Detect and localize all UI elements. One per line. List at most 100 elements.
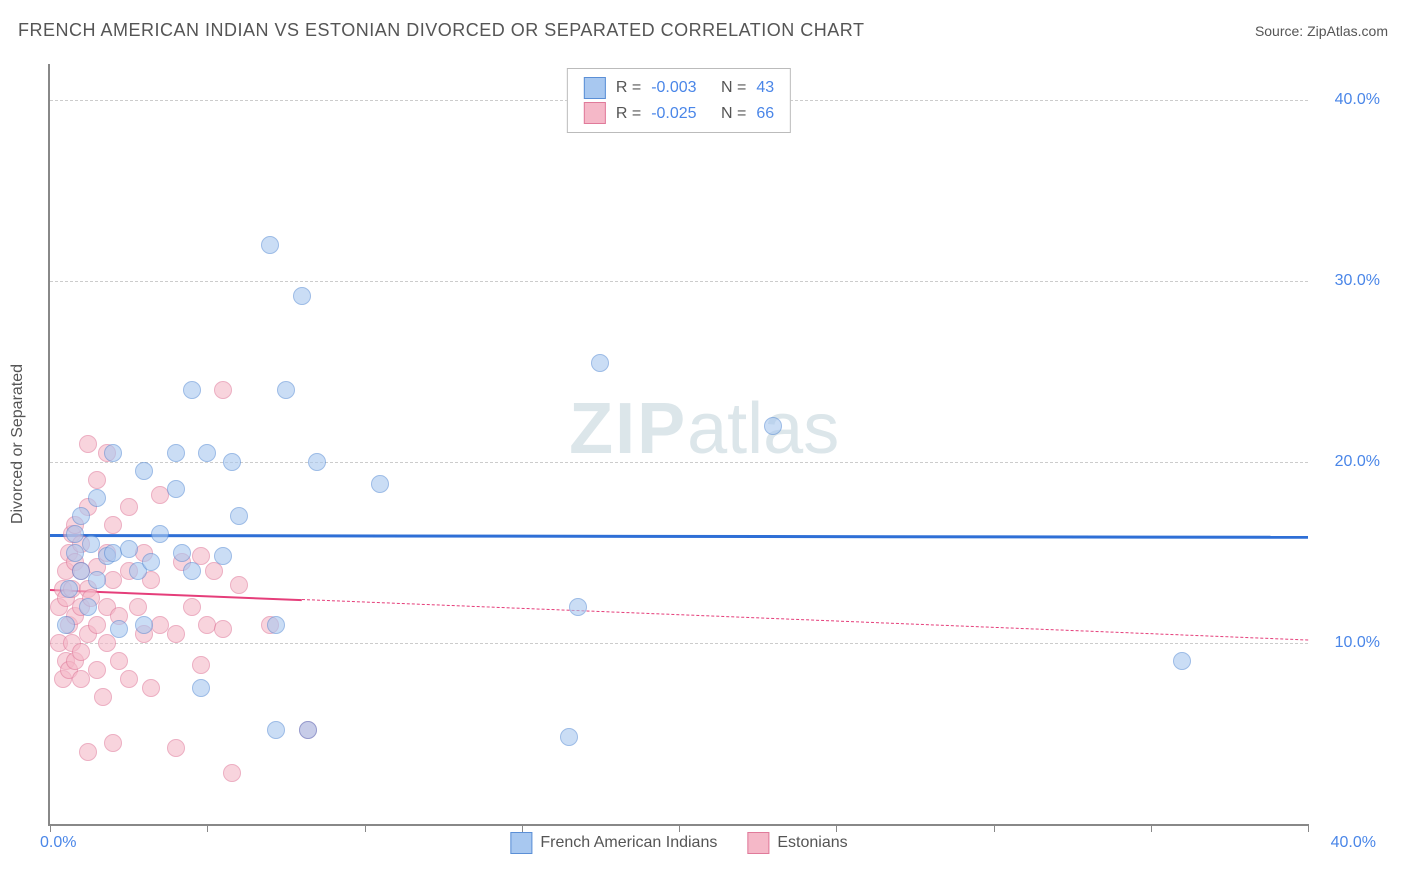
data-point (371, 475, 389, 493)
data-point (308, 453, 326, 471)
data-point (82, 535, 100, 553)
x-tick (679, 824, 680, 832)
data-point (560, 728, 578, 746)
regression-line (50, 534, 1308, 539)
data-point (79, 435, 97, 453)
data-point (94, 688, 112, 706)
legend-stats-row-blue: R = -0.003 N = 43 (584, 75, 774, 101)
data-point (299, 721, 317, 739)
n-value-pink: 66 (756, 101, 774, 127)
watermark: ZIPatlas (569, 388, 839, 470)
data-point (57, 616, 75, 634)
data-point (120, 540, 138, 558)
data-point (104, 734, 122, 752)
data-point (167, 739, 185, 757)
gridline (50, 643, 1308, 644)
data-point (192, 656, 210, 674)
x-tick (1151, 824, 1152, 832)
swatch-pink-icon (584, 102, 606, 124)
data-point (277, 381, 295, 399)
data-point (110, 620, 128, 638)
data-point (120, 670, 138, 688)
data-point (72, 643, 90, 661)
plot-region: ZIPatlas Divorced or Separated 0.0% 40.0… (48, 64, 1308, 826)
legend-series: French American Indians Estonians (510, 832, 847, 854)
x-tick (50, 824, 51, 832)
chart-area: ZIPatlas Divorced or Separated 0.0% 40.0… (48, 64, 1378, 824)
data-point (72, 507, 90, 525)
data-point (88, 661, 106, 679)
data-point (223, 453, 241, 471)
data-point (129, 598, 147, 616)
swatch-pink-icon (747, 832, 769, 854)
x-tick-label-min: 0.0% (40, 834, 76, 852)
data-point (267, 616, 285, 634)
data-point (267, 721, 285, 739)
data-point (120, 498, 138, 516)
data-point (183, 381, 201, 399)
data-point (135, 462, 153, 480)
data-point (167, 625, 185, 643)
y-tick-label: 10.0% (1320, 634, 1380, 652)
swatch-blue-icon (510, 832, 532, 854)
data-point (1173, 652, 1191, 670)
y-tick-label: 40.0% (1320, 91, 1380, 109)
data-point (110, 652, 128, 670)
legend-stats: R = -0.003 N = 43 R = -0.025 N = 66 (567, 68, 791, 133)
y-axis-label: Divorced or Separated (9, 364, 27, 524)
x-tick (994, 824, 995, 832)
data-point (214, 381, 232, 399)
x-tick (1308, 824, 1309, 832)
data-point (88, 616, 106, 634)
swatch-blue-icon (584, 77, 606, 99)
data-point (198, 444, 216, 462)
r-value-blue: -0.003 (651, 75, 696, 101)
data-point (261, 236, 279, 254)
regression-line (302, 599, 1308, 641)
data-point (183, 598, 201, 616)
chart-title: FRENCH AMERICAN INDIAN VS ESTONIAN DIVOR… (18, 20, 864, 41)
data-point (214, 620, 232, 638)
x-tick (836, 824, 837, 832)
y-tick-label: 20.0% (1320, 453, 1380, 471)
data-point (183, 562, 201, 580)
legend-item-blue: French American Indians (510, 832, 717, 854)
r-value-pink: -0.025 (651, 101, 696, 127)
data-point (167, 480, 185, 498)
data-point (569, 598, 587, 616)
data-point (79, 598, 97, 616)
legend-item-pink: Estonians (747, 832, 847, 854)
data-point (135, 616, 153, 634)
data-point (192, 679, 210, 697)
data-point (142, 679, 160, 697)
chart-header: FRENCH AMERICAN INDIAN VS ESTONIAN DIVOR… (18, 20, 1388, 41)
gridline (50, 281, 1308, 282)
data-point (591, 354, 609, 372)
data-point (293, 287, 311, 305)
data-point (79, 743, 97, 761)
data-point (60, 580, 78, 598)
data-point (88, 471, 106, 489)
data-point (142, 553, 160, 571)
data-point (88, 489, 106, 507)
data-point (167, 444, 185, 462)
legend-stats-row-pink: R = -0.025 N = 66 (584, 101, 774, 127)
x-tick-label-max: 40.0% (1331, 834, 1376, 852)
data-point (214, 547, 232, 565)
data-point (230, 507, 248, 525)
x-tick (522, 824, 523, 832)
data-point (88, 571, 106, 589)
source-credit: Source: ZipAtlas.com (1255, 23, 1388, 39)
data-point (104, 444, 122, 462)
data-point (223, 764, 241, 782)
data-point (98, 634, 116, 652)
data-point (764, 417, 782, 435)
x-tick (365, 824, 366, 832)
data-point (104, 516, 122, 534)
data-point (230, 576, 248, 594)
data-point (151, 525, 169, 543)
data-point (173, 544, 191, 562)
x-tick (207, 824, 208, 832)
n-value-blue: 43 (756, 75, 774, 101)
y-tick-label: 30.0% (1320, 272, 1380, 290)
